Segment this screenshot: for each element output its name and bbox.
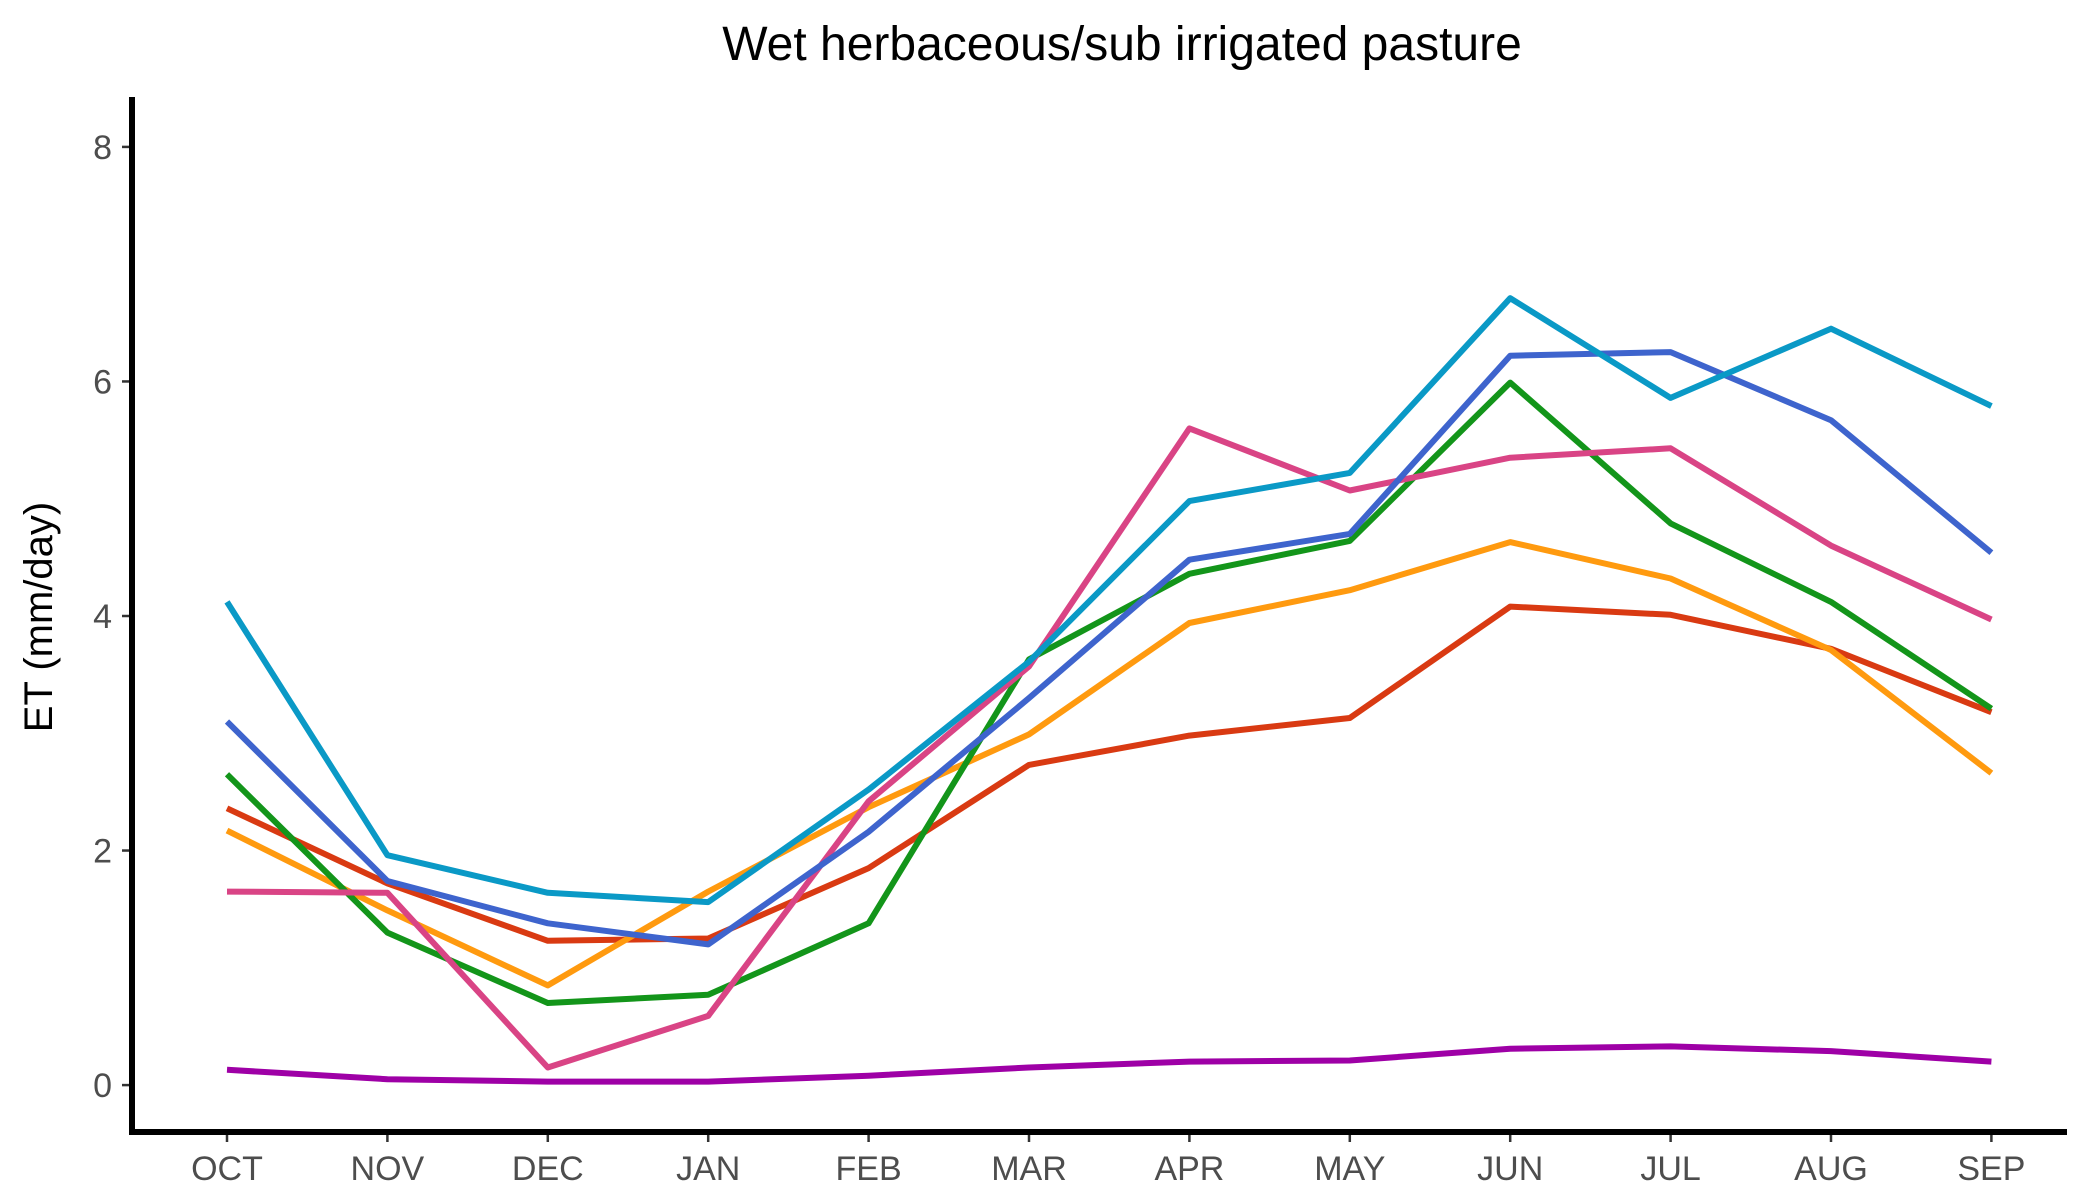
x-tick-label: FEB <box>836 1150 902 1188</box>
x-tick-label: JUN <box>1477 1150 1543 1188</box>
series-lines <box>224 295 1994 1085</box>
x-tick-label: APR <box>1154 1150 1224 1188</box>
x-tick-label: SEP <box>1957 1150 2025 1188</box>
series-line-6 <box>224 349 1994 948</box>
series-line-2 <box>225 603 1993 944</box>
x-tick-label: AUG <box>1794 1150 1868 1188</box>
y-tick-label: 6 <box>93 363 112 401</box>
x-tick-label: MAR <box>991 1150 1067 1188</box>
x-tick-label: DEC <box>512 1150 584 1188</box>
chart-title: Wet herbaceous/sub irrigated pasture <box>722 18 1522 71</box>
x-tick-label: MAY <box>1314 1150 1385 1188</box>
y-tick-label: 0 <box>93 1067 112 1105</box>
y-axis-ticks: 0 2 4 6 8 <box>93 129 132 1105</box>
series-line-5 <box>226 425 1993 1071</box>
x-tick-label: JUL <box>1640 1150 1700 1188</box>
series-line-1 <box>226 1043 1992 1085</box>
series-line-4 <box>224 379 1994 1006</box>
series-line-3 <box>225 539 1994 989</box>
series-line-7 <box>224 295 1993 906</box>
x-tick-label: NOV <box>351 1150 425 1188</box>
y-tick-label: 4 <box>93 598 112 636</box>
y-tick-label: 8 <box>93 129 112 167</box>
y-axis-title: ET (mm/day) <box>17 502 61 732</box>
x-tick-label: OCT <box>191 1150 263 1188</box>
y-tick-label: 2 <box>93 833 112 871</box>
x-tick-label: JAN <box>676 1150 740 1188</box>
x-axis-ticks: OCT NOV DEC JAN FEB MAR APR MAY JUN JUL AUG SEP <box>191 1132 2025 1188</box>
